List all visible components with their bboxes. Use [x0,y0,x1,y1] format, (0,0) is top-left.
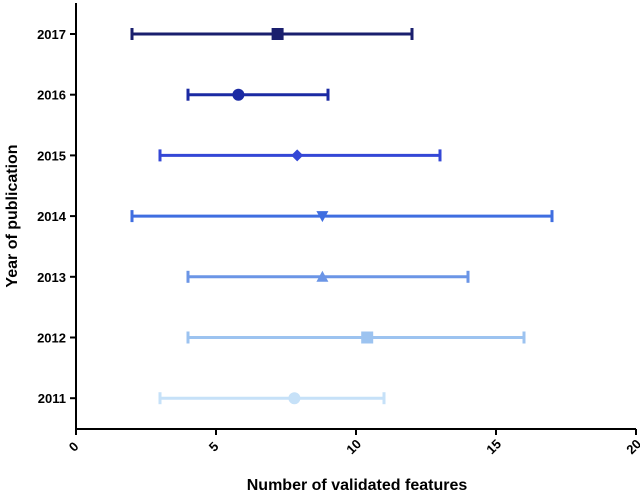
mean-marker-2013 [316,270,329,282]
mean-marker-2012 [361,331,374,344]
mean-marker-2017 [271,28,284,40]
x-tick-label: 15 [483,436,504,457]
plot-area [130,28,554,405]
y-axis-title: Year of publication [4,144,21,287]
y-tick-label: 2013 [37,270,66,285]
x-tick-label: 10 [343,436,364,457]
y-tick-label: 2015 [37,148,66,163]
x-tick-label: 5 [206,439,222,455]
error-bar-2017 [130,28,414,40]
error-bar-2016 [186,88,330,101]
error-bar-2013 [186,270,470,283]
mean-marker-2016 [232,88,245,101]
mean-marker-2014 [316,211,329,223]
y-axis: 2017 2016 2015 2014 2013 2012 2011 [37,3,77,429]
mean-marker-2015 [291,149,304,162]
x-axis-title: Number of validated features [247,477,468,494]
x-axis: 0 5 10 15 20 [66,428,640,457]
y-tick-label: 2014 [37,209,67,224]
x-tick-label: 0 [66,439,82,455]
y-tick-label: 2012 [37,331,66,346]
error-bar-2012 [186,331,526,344]
error-bar-2015 [158,149,442,162]
mean-marker-2011 [288,392,301,405]
error-bar-2014 [130,210,554,223]
error-bar-2011 [158,392,386,405]
x-tick-label: 20 [623,436,640,457]
y-tick-label: 2017 [37,27,66,42]
y-tick-label: 2016 [37,88,66,103]
y-tick-label: 2011 [38,391,66,406]
